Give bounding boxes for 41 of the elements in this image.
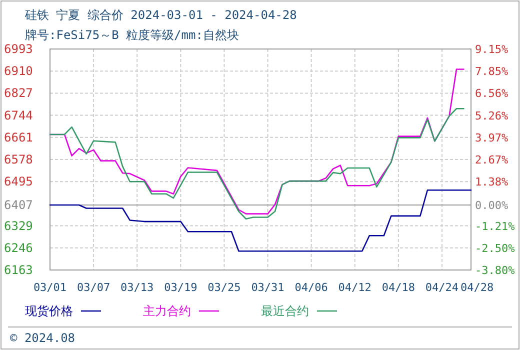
y-tick-label: 6993 xyxy=(4,42,33,56)
line-series xyxy=(49,108,464,220)
y2-tick-label: -3.80% xyxy=(475,264,516,277)
x-tick-label: 03/31 xyxy=(251,281,284,294)
y2-tick-label: 9.15% xyxy=(475,43,508,56)
legend-label: 最近合约 xyxy=(261,304,309,318)
y2-tick-label: 0.00% xyxy=(475,199,508,212)
y-tick-label: 6329 xyxy=(4,218,33,233)
y2-tick-label: 5.26% xyxy=(475,109,508,122)
x-tick-label: 03/13 xyxy=(120,281,154,294)
y2-tick-label: -2.50% xyxy=(475,242,516,255)
y-tick-label: 6910 xyxy=(4,64,33,78)
y2-tick-label: 7.85% xyxy=(475,65,508,78)
x-tick-label: 03/07 xyxy=(76,281,110,294)
y2-tick-label: 1.38% xyxy=(475,176,508,189)
x-tick-label: 04/12 xyxy=(338,281,372,294)
legend-label: 主力合约 xyxy=(143,304,191,318)
y2-tick-label: -1.21% xyxy=(475,220,516,233)
y-tick-label: 6246 xyxy=(4,240,33,255)
text: © 2024.08 xyxy=(10,331,76,345)
x-tick-label: 04/18 xyxy=(382,281,415,294)
y-tick-label: 6827 xyxy=(4,86,33,100)
y-tick-label: 6578 xyxy=(4,152,33,166)
y-tick-label: 6661 xyxy=(4,130,33,144)
y2-tick-label: 3.97% xyxy=(475,131,508,144)
x-tick-label: 03/01 xyxy=(33,281,67,294)
x-tick-label: 03/19 xyxy=(164,281,198,294)
chart-subtitle: 牌号:FeSi75～B 粒度等级/mm:自然块 xyxy=(25,28,239,42)
x-tick-label: 03/25 xyxy=(208,281,241,294)
legend-label: 现货价格 xyxy=(25,304,73,318)
y-tick-label: 6495 xyxy=(4,174,33,189)
x-tick-label: 04/28 xyxy=(460,281,494,294)
x-tick-label: 04/06 xyxy=(294,281,328,294)
y-tick-label: 6163 xyxy=(4,263,33,277)
y-tick-label: 6407 xyxy=(4,198,33,212)
chart-title: 硅铁 宁夏 综合价 2024-03-01 - 2024-04-28 xyxy=(24,8,297,22)
y2-tick-label: 2.67% xyxy=(475,154,508,167)
x-tick-label: 04/24 xyxy=(425,281,459,294)
y-tick-label: 6744 xyxy=(4,108,33,122)
line-series xyxy=(49,189,472,252)
y2-tick-label: 6.56% xyxy=(475,87,508,100)
